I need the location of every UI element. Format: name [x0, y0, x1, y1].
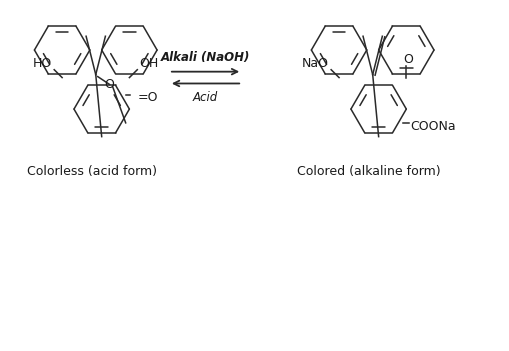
Text: HO: HO	[33, 57, 52, 70]
Text: OH: OH	[139, 57, 158, 70]
Text: Colored (alkaline form): Colored (alkaline form)	[297, 165, 441, 178]
Text: O: O	[403, 53, 413, 66]
Text: NaO: NaO	[302, 57, 329, 70]
Text: Colorless (acid form): Colorless (acid form)	[27, 165, 157, 178]
Text: Acid: Acid	[193, 91, 218, 104]
Text: =O: =O	[137, 91, 158, 104]
Text: O: O	[105, 78, 115, 91]
Text: COONa: COONa	[411, 120, 456, 133]
Text: Alkali (NaOH): Alkali (NaOH)	[161, 51, 250, 64]
